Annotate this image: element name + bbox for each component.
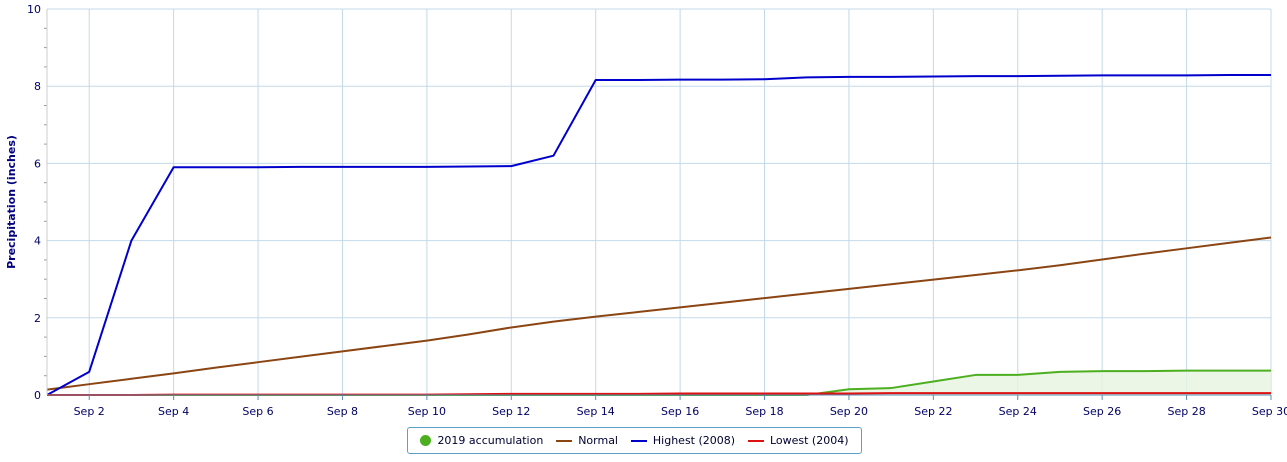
x-tick-label: Sep 16	[661, 405, 699, 418]
series-line-2	[46, 74, 1271, 396]
y-tick-label: 0	[34, 389, 41, 402]
legend-item-normal[interactable]: Normal	[556, 434, 618, 447]
y-tick-label: 2	[34, 312, 41, 325]
legend-item-lowest[interactable]: Lowest (2004)	[747, 434, 849, 447]
x-tick-label: Sep 20	[830, 405, 868, 418]
y-tick-label: 6	[34, 157, 41, 170]
x-tick-label: Sep 30	[1252, 405, 1287, 418]
legend-label-normal: Normal	[578, 434, 618, 447]
x-tick-label: Sep 10	[408, 405, 446, 418]
x-tick-label: Sep 18	[745, 405, 783, 418]
x-tick-label: Sep 22	[914, 405, 952, 418]
series-area-0	[47, 370, 1271, 395]
legend-symbol-lowest	[747, 439, 764, 442]
x-tick-label: Sep 8	[327, 405, 358, 418]
legend-symbol-highest	[630, 439, 647, 442]
y-tick-label: 4	[34, 235, 41, 248]
grid-layer	[47, 8, 1272, 396]
x-tick-label: Sep 12	[492, 405, 530, 418]
legend-symbol-2019	[420, 435, 432, 446]
legend-item-highest[interactable]: Highest (2008)	[630, 434, 736, 447]
legend-label-lowest: Lowest (2004)	[769, 434, 849, 447]
x-tick-label: Sep 2	[74, 405, 105, 418]
axis-layer: 0 2 4 6 8 10 Sep 2 Sep 4 Sep 6 Sep 8 Sep 10 Sep 12 S…	[27, 3, 1287, 418]
y-tick-label: 8	[34, 80, 41, 93]
x-tick-label: Sep 4	[158, 405, 189, 418]
x-tick-label: Sep 14	[577, 405, 615, 418]
y-tick-label: 10	[27, 3, 41, 16]
series-layer	[46, 74, 1272, 396]
legend-label-2019: 2019 accumulation	[437, 434, 544, 447]
legend-label-highest: Highest (2008)	[652, 434, 736, 447]
x-tick-label: Sep 28	[1167, 405, 1205, 418]
legend-symbol-normal	[556, 439, 573, 442]
x-tick-label: Sep 6	[242, 405, 273, 418]
series-line-1	[46, 236, 1272, 391]
x-tick-label: Sep 26	[1083, 405, 1121, 418]
y-axis-title: Precipitation (inches)	[5, 135, 18, 269]
legend-item-2019-accumulation[interactable]: 2019 accumulation	[420, 434, 543, 447]
x-tick-label: Sep 24	[999, 405, 1037, 418]
chart-legend: 2019 accumulation Normal Highest (2008) …	[407, 427, 862, 454]
